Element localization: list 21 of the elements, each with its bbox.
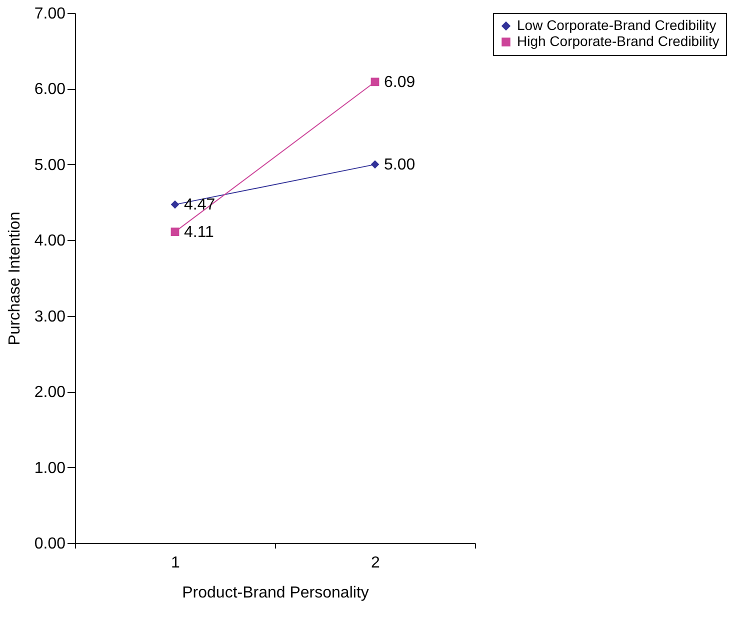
y-axis-title: Purchase Intention: [6, 212, 24, 346]
data-label: 6.09: [384, 74, 416, 91]
y-tick-label: 6.00: [34, 81, 66, 98]
y-tick-label: 0.00: [34, 536, 66, 552]
y-tick-label: 2.00: [34, 384, 66, 402]
x-tick-label: 2: [371, 554, 380, 572]
legend-label: High Corporate-Brand Credibility: [517, 33, 720, 49]
point: [170, 228, 180, 236]
y-tick-label: 4.00: [34, 232, 66, 250]
point: [170, 200, 180, 209]
y-tick-label: 7.00: [34, 6, 66, 22]
y-tick-label: 3.00: [34, 308, 66, 326]
y-tick-label: 1.00: [34, 460, 66, 477]
y-tick-label: 5.00: [34, 156, 66, 174]
legend-label: Low Corporate-Brand Credibility: [517, 17, 716, 33]
data-label: 5.00: [384, 156, 416, 174]
data-label: 4.11: [184, 224, 214, 241]
x-tick-label: 1: [171, 554, 180, 572]
point: [370, 78, 380, 86]
point: [370, 160, 380, 169]
x-axis-title: Product-Brand Personality: [182, 584, 369, 602]
